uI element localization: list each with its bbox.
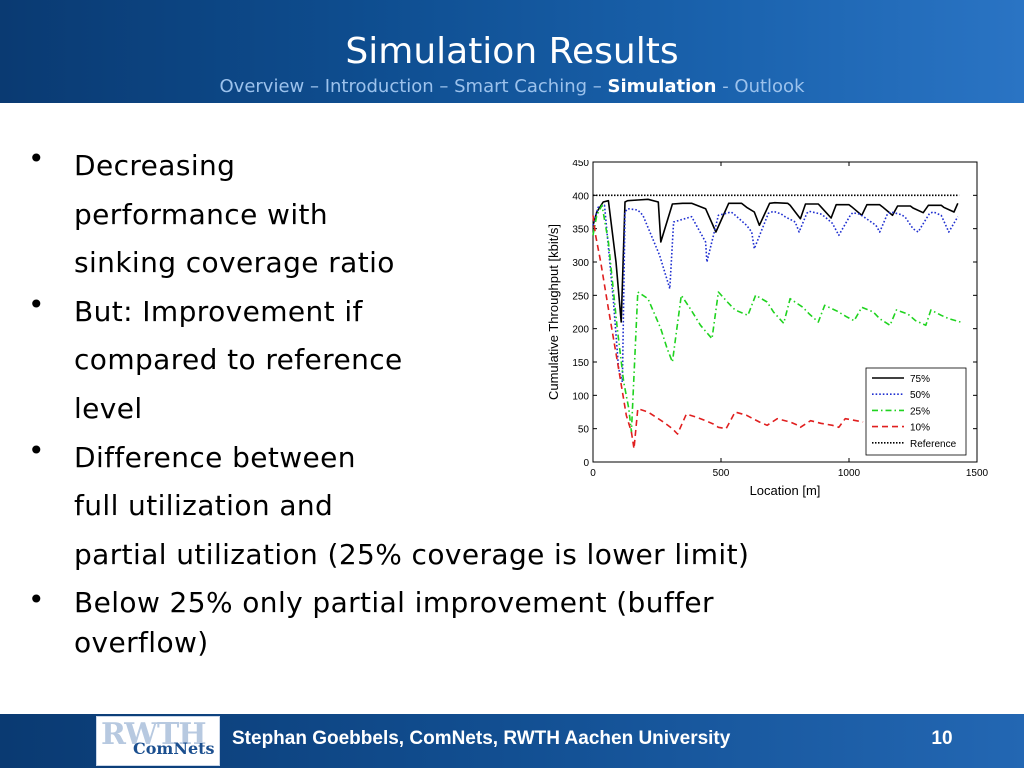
legend-label: Reference [910, 439, 957, 450]
bullet-line: But: Improvement if [74, 294, 363, 328]
series-line-75pct [592, 198, 959, 323]
bullet-line: sinking coverage ratio [74, 246, 395, 280]
footer-author: Stephan Goebbels, ComNets, RWTH Aachen U… [232, 728, 731, 749]
breadcrumb-current: Simulation [607, 76, 717, 97]
bullet-line: full utilization and [74, 489, 334, 523]
bullet-line: level [74, 391, 143, 425]
chart-legend: 75% 50% 25% 10% Reference [865, 367, 967, 456]
y-axis-label: Cumulative Throughput [kbit/s] [546, 224, 561, 400]
throughput-chart: 0 500 1000 1500 0 50 100 150 200 250 300 350 400 450 … [540, 158, 990, 500]
logo-rwth-text: RWTH [101, 717, 207, 752]
legend-label: 50% [910, 390, 930, 401]
x-tick-label: 0 [590, 468, 596, 479]
bullet-marker: • [28, 433, 45, 467]
y-tick-label: 0 [583, 458, 589, 469]
bullet-item: • Difference between full utilization an… [28, 434, 988, 580]
breadcrumb-prefix: Overview – Introduction – Smart Caching … [219, 76, 608, 97]
breadcrumb-suffix: - Outlook [716, 76, 805, 97]
y-tick-label: 50 [578, 425, 590, 436]
slide-header: Simulation Results Overview – Introducti… [0, 0, 1024, 103]
legend-label: 25% [910, 406, 930, 417]
legend-label: 10% [910, 423, 930, 434]
bullet-marker: • [28, 287, 45, 321]
y-tick-label: 100 [572, 391, 589, 402]
series-line-50pct [592, 204, 959, 383]
bullet-line: performance with [74, 197, 329, 231]
x-tick-label: 1000 [838, 468, 861, 479]
logo-comnets-text: ComNets [133, 739, 215, 758]
y-tick-label: 300 [572, 258, 589, 269]
bullet-line: Below 25% only partial improvement (buff… [74, 586, 714, 620]
y-tick-label: 400 [572, 191, 589, 202]
rwth-comnets-logo: RWTH ComNets [96, 716, 220, 766]
legend-label: 75% [910, 374, 930, 385]
bullet-item: • But: Improvement if compared to refere… [28, 288, 988, 434]
bullet-line: Decreasing [74, 149, 236, 182]
y-tick-label: 350 [572, 225, 589, 236]
bullet-item: • Decreasing performance with sinking co… [28, 142, 988, 288]
legend-box [865, 367, 967, 456]
bullet-line: overflow) [74, 626, 209, 660]
bullet-marker: • [28, 142, 45, 175]
bullet-item: • Below 25% only partial improvement (bu… [28, 583, 988, 663]
breadcrumb: Overview – Introduction – Smart Caching … [0, 76, 1024, 98]
y-tick-label: 150 [572, 358, 589, 369]
chart-svg: 0 500 1000 1500050100150200250300350400450 … [546, 158, 989, 498]
bullet-line: Difference between [74, 440, 356, 474]
bullet-line: partial utilization (25% coverage is low… [74, 537, 750, 571]
x-axis-label: Location [m] [750, 483, 821, 498]
series-lines [592, 194, 961, 450]
y-tick-label: 250 [572, 291, 589, 302]
slide-title: Simulation Results [345, 31, 679, 72]
bullet-marker: • [28, 583, 45, 617]
y-tick-label: 200 [572, 325, 589, 336]
series-line-10pct [592, 215, 864, 450]
page-number: 10 [931, 728, 953, 749]
series-line-25pct [592, 204, 961, 433]
bullet-list: • Decreasing performance with sinking co… [28, 142, 988, 663]
bullet-line: compared to reference [74, 343, 403, 377]
y-tick-label: 450 [572, 160, 589, 169]
slide-footer: RWTH ComNets Stephan Goebbels, ComNets, … [0, 714, 1024, 768]
x-tick-label: 500 [713, 468, 730, 479]
axis-ticks: 0 500 1000 1500 0 50 100 150 200 250 300 350 400 450 [572, 158, 989, 479]
x-tick-label: 1500 [966, 468, 989, 479]
